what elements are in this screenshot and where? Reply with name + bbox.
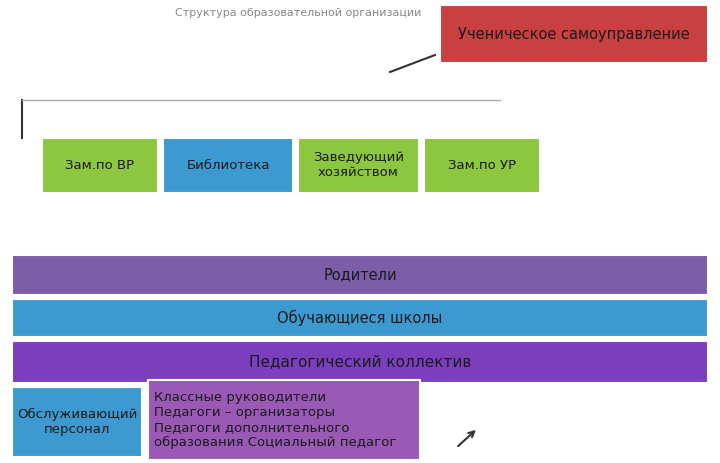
Text: Классные руководители
Педагоги – организаторы
Педагоги дополнительного
образован: Классные руководители Педагоги – организ… — [154, 391, 397, 449]
Text: Педагогический коллектив: Педагогический коллектив — [249, 355, 471, 369]
Bar — [298, 138, 419, 193]
Bar — [12, 255, 708, 295]
Bar — [12, 341, 708, 383]
Bar — [148, 380, 420, 460]
Text: Обучающиеся школы: Обучающиеся школы — [277, 310, 443, 326]
Bar — [440, 5, 708, 63]
Text: Библиотека: Библиотека — [186, 159, 270, 172]
Text: Родители: Родители — [323, 268, 397, 282]
Bar — [12, 299, 708, 337]
Text: Зам.по УР: Зам.по УР — [448, 159, 516, 172]
Text: Заведующий
хозяйством: Заведующий хозяйством — [313, 151, 404, 180]
Text: Структура образовательной организации: Структура образовательной организации — [175, 8, 421, 18]
Bar — [42, 138, 158, 193]
Text: Обслуживающий
персонал: Обслуживающий персонал — [17, 408, 138, 436]
Bar — [424, 138, 540, 193]
Text: Ученическое самоуправление: Ученическое самоуправление — [458, 26, 690, 42]
Bar — [12, 387, 142, 457]
Bar — [163, 138, 293, 193]
Text: Зам.по ВР: Зам.по ВР — [66, 159, 135, 172]
